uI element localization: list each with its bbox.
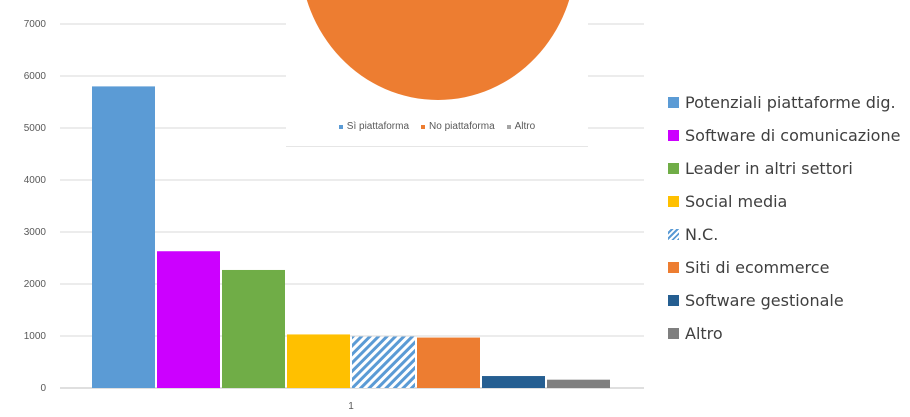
y-axis-ticks: 0 1000 2000 3000 4000 5000 6000 7000	[24, 19, 47, 394]
legend-swatch	[668, 229, 679, 240]
legend-item: Software di comunicazione	[668, 119, 900, 152]
pie-legend: Sì piattaforma No piattaforma Altro	[286, 121, 588, 132]
bar-social-media	[287, 334, 350, 388]
x-axis-ticks: 1	[348, 401, 354, 412]
legend-swatch	[668, 130, 679, 141]
bar-potenziali-piattaforme-dig	[92, 86, 155, 389]
chart-legend: Potenziali piattaforme dig. Software di c…	[668, 86, 900, 350]
legend-item: Altro	[668, 317, 900, 350]
legend-swatch	[668, 262, 679, 273]
y-tick-label: 7000	[24, 19, 47, 30]
pie-slice-no-piattaforma	[300, 0, 576, 100]
pie-legend-swatch	[421, 124, 426, 129]
legend-label: Software gestionale	[685, 291, 844, 310]
pie-legend-label: Altro	[514, 121, 536, 132]
bar-software-di-comunicazione	[157, 251, 220, 388]
pie-legend-label: No piattaforma	[429, 121, 495, 132]
legend-label: Leader in altri settori	[685, 159, 853, 178]
legend-swatch	[668, 295, 679, 306]
pie-legend-swatch	[506, 124, 511, 129]
bar-altro	[547, 379, 610, 388]
legend-label: Social media	[685, 192, 788, 211]
pie-legend-item: Altro	[506, 121, 536, 132]
y-tick-label: 6000	[24, 71, 47, 82]
legend-label: Potenziali piattaforme dig.	[685, 93, 896, 112]
pie-legend-item: No piattaforma	[421, 121, 495, 132]
legend-item: Software gestionale	[668, 284, 900, 317]
y-tick-label: 3000	[24, 227, 47, 238]
y-tick-label: 1000	[24, 331, 47, 342]
bar-software-gestionale	[482, 376, 545, 388]
legend-label: Software di comunicazione	[685, 126, 901, 145]
x-tick-label: 1	[348, 401, 354, 412]
bars	[92, 86, 610, 389]
legend-label: Altro	[685, 324, 723, 343]
pie-legend-item: Sì piattaforma	[338, 121, 410, 132]
bar-siti-di-ecommerce	[417, 337, 480, 388]
legend-item: Potenziali piattaforme dig.	[668, 86, 900, 119]
bar-leader-in-altri-settori	[222, 269, 285, 388]
legend-label: Siti di ecommerce	[685, 258, 830, 277]
legend-label: N.C.	[685, 225, 719, 244]
overlay-pie-chart: Sì piattaforma No piattaforma Altro	[286, 0, 588, 147]
y-tick-label: 0	[40, 383, 46, 394]
y-tick-label: 2000	[24, 279, 47, 290]
y-tick-label: 5000	[24, 123, 47, 134]
legend-item: Siti di ecommerce	[668, 251, 900, 284]
bar-n-c	[352, 336, 415, 388]
legend-swatch	[668, 97, 679, 108]
y-tick-label: 4000	[24, 175, 47, 186]
pie-legend-swatch	[338, 124, 343, 129]
legend-swatch	[668, 163, 679, 174]
legend-item: Leader in altri settori	[668, 152, 900, 185]
legend-swatch	[668, 328, 679, 339]
pie-legend-label: Sì piattaforma	[346, 121, 410, 132]
legend-item: Social media	[668, 185, 900, 218]
legend-item: N.C.	[668, 218, 900, 251]
legend-swatch	[668, 196, 679, 207]
